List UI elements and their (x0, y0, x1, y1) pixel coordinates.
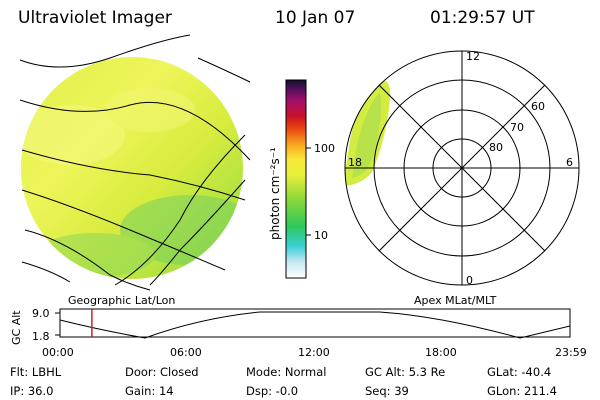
info-gain: Gain: 14 (125, 384, 174, 398)
info-ip: IP: 36.0 (10, 384, 54, 398)
instrument-title: Ultraviolet Imager (18, 8, 172, 28)
altitude-ytick-low: 1.8 (32, 330, 50, 343)
xtick-0600: 06:00 (170, 346, 202, 359)
colorbar-unit-label: photon cm⁻²s⁻¹ (268, 147, 282, 240)
lat-label-60: 60 (531, 100, 545, 113)
xtick-1200: 12:00 (298, 346, 330, 359)
lat-label-70: 70 (510, 121, 524, 134)
mlt-label-right: 6 (566, 156, 573, 169)
left-panel-caption: Geographic Lat/Lon (68, 294, 175, 307)
altitude-curve (59, 311, 571, 339)
date-label: 10 Jan 07 (275, 8, 356, 28)
info-mode: Mode: Normal (246, 365, 327, 379)
info-dsp: Dsp: -0.0 (246, 384, 299, 398)
colorbar-tick-100: 100 (314, 142, 335, 155)
xtick-0000: 00:00 (42, 346, 74, 359)
info-gc-alt: GC Alt: 5.3 Re (365, 365, 446, 379)
mlt-label-top: 12 (466, 50, 480, 63)
time-label: 01:29:57 UT (430, 8, 535, 28)
info-glat: GLat: -40.4 (487, 365, 552, 379)
altitude-plot: GC Alt 9.0 1.8 00:00 06:00 12:00 18:00 2… (10, 307, 587, 359)
lat-label-80: 80 (489, 141, 503, 154)
uv-image-disk (21, 57, 243, 279)
mlt-label-bottom: 0 (466, 274, 473, 287)
info-glon: GLon: 211.4 (487, 384, 557, 398)
geographic-grid (19, 34, 251, 291)
right-panel-caption: Apex MLat/MLT (414, 294, 497, 307)
altitude-ytick-high: 9.0 (32, 307, 50, 320)
xtick-2359: 23:59 (555, 346, 587, 359)
polar-plot: 12 18 6 0 60 70 80 (344, 50, 580, 287)
altitude-ylabel: GC Alt (10, 310, 23, 345)
xtick-1800: 18:00 (425, 346, 457, 359)
colorbar: 100 10 photon cm⁻²s⁻¹ (268, 79, 335, 279)
info-filter: Flt: LBHL (10, 365, 62, 379)
mlt-label-left: 18 (348, 156, 362, 169)
info-door: Door: Closed (125, 365, 199, 379)
info-seq: Seq: 39 (365, 384, 409, 398)
colorbar-tick-10: 10 (314, 229, 328, 242)
